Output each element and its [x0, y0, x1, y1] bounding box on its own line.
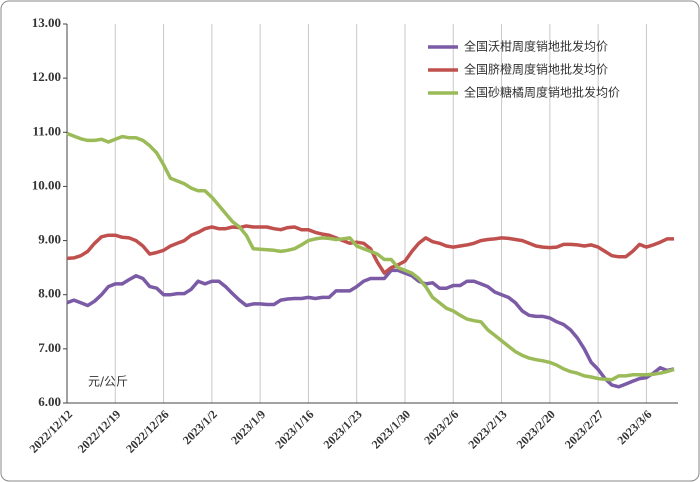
- y-tick-label: 10.00: [32, 177, 61, 192]
- y-axis-annotation: 元/公斤: [88, 375, 128, 389]
- y-tick-label: 7.00: [38, 340, 61, 355]
- y-tick-label: 8.00: [38, 286, 61, 301]
- series-line: [66, 268, 675, 389]
- series-line: [66, 131, 675, 382]
- y-tick-label: 11.00: [32, 123, 61, 138]
- y-tick-label: 12.00: [32, 69, 61, 84]
- y-tick-label: 9.00: [38, 232, 61, 247]
- y-tick-label: 13.00: [32, 15, 61, 30]
- legend-label: 全国脐橙周度销地批发均价: [464, 62, 608, 77]
- legend-label: 全国砂糖橘周度销地批发均价: [464, 85, 620, 100]
- legend-label: 全国沃柑周度销地批发均价: [464, 39, 608, 54]
- series-line: [66, 224, 674, 275]
- y-tick-label: 6.00: [38, 394, 61, 409]
